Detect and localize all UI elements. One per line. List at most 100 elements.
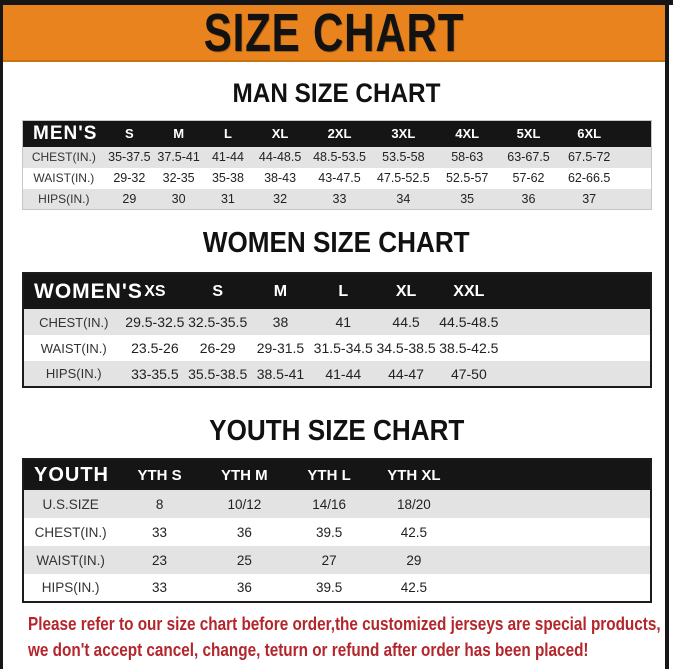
size-column-header: 4XL	[435, 120, 500, 147]
left-border	[0, 0, 3, 669]
disclaimer-line-1: Please refer to our size chart before or…	[28, 614, 661, 634]
table-row: CHEST(IN.) 33 36 39.5 42.5	[23, 518, 651, 546]
table-header-row: YOUTH YTH S YTH M YTH L YTH XL	[23, 459, 651, 490]
table-row: HIPS(IN.) 33 36 39.5 42.5	[23, 574, 651, 602]
size-value-cell: 36	[236, 580, 252, 595]
size-value-cell: 32	[273, 191, 288, 206]
size-column-header: 3XL	[371, 120, 436, 147]
section-heading-youth: YOUTH SIZE CHART	[0, 415, 673, 448]
size-table: WOMEN'S XS S M L XL XXL CHEST(IN.) 29.5-32.5 32.5…	[22, 272, 652, 388]
row-label: CHEST(IN.)	[34, 524, 107, 540]
row-label: U.S.SIZE	[42, 496, 99, 512]
size-value-cell: 38-43	[264, 171, 297, 185]
size-value-cell: 35-37.5	[108, 150, 151, 164]
table-row: WAIST(IN.) 23 25 27 29	[23, 546, 651, 574]
size-value-cell: 36	[236, 524, 252, 540]
size-value-cell: 47.5-52.5	[376, 171, 430, 185]
size-value-cell: 48.5-53.5	[313, 150, 366, 164]
size-value-cell: 67.5-72	[567, 150, 611, 164]
row-label: CHEST(IN.)	[31, 150, 96, 164]
section-heading-men-text: MAN SIZE CHART	[232, 78, 441, 108]
right-border	[665, 0, 669, 669]
row-spacer-cell	[500, 309, 651, 335]
size-value-cell: 57-62	[512, 171, 545, 185]
size-value-cell: 38.5-42.5	[439, 340, 499, 356]
row-label: WAIST(IN.)	[33, 171, 95, 185]
disclaimer-line-2: we don't accept cancel, change, teturn o…	[28, 640, 589, 660]
size-value-cell: 35.5-38.5	[188, 365, 248, 382]
size-value-cell: 36	[521, 191, 536, 206]
size-value-cell: 44.5	[392, 314, 420, 330]
size-value-cell: 41-44	[211, 150, 244, 164]
row-label: HIPS(IN.)	[41, 580, 100, 595]
men-size-table: MEN'S S M L XL 2XL 3XL 4XL 5XL 6XL CHEST(IN.) 35-37…	[22, 120, 652, 210]
row-spacer-cell	[456, 574, 651, 602]
size-value-cell: 33	[152, 524, 168, 540]
size-column-header: YTH XL	[371, 459, 457, 490]
row-spacer-cell	[620, 147, 651, 168]
size-column-header: L	[311, 273, 375, 309]
size-value-cell: 35-38	[211, 171, 244, 185]
size-column-header: 2XL	[307, 120, 372, 147]
size-value-cell: 29	[122, 191, 137, 206]
page-title: SIZE CHART	[203, 2, 465, 63]
size-value-cell: 27	[321, 552, 337, 568]
size-value-cell: 31.5-34.5	[313, 340, 373, 356]
size-value-cell: 34.5-38.5	[376, 340, 436, 356]
row-label: HIPS(IN.)	[45, 366, 102, 381]
size-value-cell: 23.5-26	[131, 340, 179, 356]
size-value-cell: 42.5	[400, 524, 427, 540]
table-row: WAIST(IN.) 29-32 32-35 35-38 38-43 43-47.5 47.…	[22, 167, 652, 189]
section-heading-men: MAN SIZE CHART	[0, 78, 673, 109]
size-column-header: 6XL	[557, 120, 621, 147]
table-title-cell: MEN'S	[22, 120, 105, 147]
size-value-cell: 10/12	[227, 496, 262, 512]
size-value-cell: 25	[236, 552, 252, 568]
table-row: WAIST(IN.) 23.5-26 26-29 29-31.5 31.5-34.5 34…	[23, 335, 651, 361]
size-value-cell: 30	[171, 191, 186, 206]
size-value-cell: 34	[396, 191, 411, 206]
size-value-cell: 53.5-58	[382, 150, 425, 164]
size-value-cell: 44.5-48.5	[439, 314, 499, 330]
size-value-cell: 39.5	[315, 524, 343, 540]
size-value-cell: 41-44	[325, 365, 362, 382]
size-value-cell: 32-35	[162, 171, 195, 185]
size-column-header: M	[249, 273, 312, 309]
size-column-header: XXL	[437, 273, 501, 309]
size-value-cell: 29-31.5	[256, 340, 305, 356]
size-column-header: S	[186, 273, 250, 309]
row-spacer-cell	[620, 189, 651, 210]
size-value-cell: 23	[152, 552, 168, 568]
table-title-cell: WOMEN'S	[23, 273, 142, 309]
row-spacer-cell	[500, 361, 651, 387]
header-spacer-cell	[456, 459, 651, 490]
table-row: CHEST(IN.) 35-37.5 37.5-41 41-44 44-48.5 48.5…	[22, 146, 652, 168]
size-value-cell: 41	[335, 314, 352, 330]
table-header-row: MEN'S S M L XL 2XL 3XL 4XL 5XL 6XL	[22, 120, 652, 147]
size-value-cell: 33-35.5	[131, 365, 179, 382]
size-value-cell: 31	[220, 191, 235, 206]
size-value-cell: 39.5	[315, 580, 343, 595]
size-value-cell: 33	[152, 580, 168, 595]
table-header-row: WOMEN'S XS S M L XL XXL	[23, 273, 651, 309]
header-spacer-cell	[500, 273, 651, 309]
size-column-header: XS	[123, 273, 187, 309]
size-column-header: L	[203, 120, 253, 147]
section-heading-youth-text: YOUTH SIZE CHART	[208, 415, 465, 447]
row-spacer-cell	[500, 335, 651, 361]
size-column-header: S	[104, 120, 154, 147]
size-value-cell: 8	[155, 496, 164, 512]
size-value-cell: 62-66.5	[567, 171, 611, 185]
section-heading-women-text: WOMEN SIZE CHART	[203, 227, 470, 259]
size-column-header: YTH S	[117, 459, 202, 490]
size-value-cell: 29	[406, 552, 422, 568]
size-column-header: 5XL	[499, 120, 558, 147]
size-value-cell: 44-48.5	[258, 150, 302, 164]
size-value-cell: 14/16	[312, 496, 346, 512]
size-value-cell: 52.5-57	[445, 171, 489, 185]
size-value-cell: 38	[272, 314, 289, 330]
size-value-cell: 33	[332, 191, 347, 206]
youth-size-table: YOUTH YTH S YTH M YTH L YTH XL U.S.SIZE 8 10/12…	[22, 458, 652, 603]
size-value-cell: 47-50	[450, 365, 487, 382]
table-row: HIPS(IN.) 33-35.5 35.5-38.5 38.5-41 41-44 44-…	[23, 361, 651, 387]
